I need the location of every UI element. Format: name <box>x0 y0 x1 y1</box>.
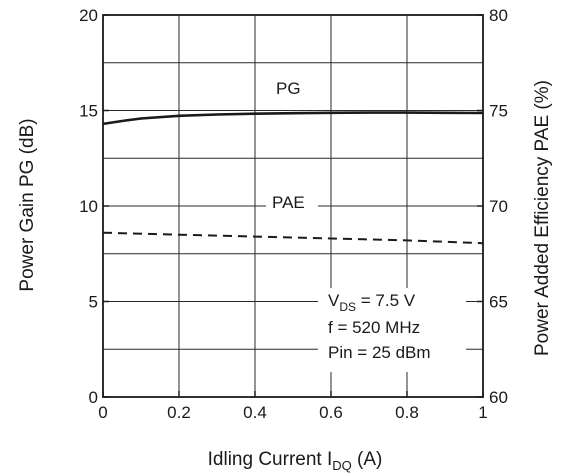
pg-label-background <box>270 76 312 99</box>
condition-vds: VDS = 7.5 V <box>328 291 416 314</box>
x-tick-label: 0.2 <box>167 403 191 422</box>
condition-frequency: f = 520 MHz <box>328 318 420 337</box>
y-right-tick-label: 65 <box>489 293 508 312</box>
x-axis-title-main: Idling Current I <box>208 449 333 470</box>
condition-vds-subscript: DS <box>339 300 356 314</box>
y-right-axis-title: Power Added Efficiency PAE (%) <box>532 80 553 356</box>
x-axis-title: Idling Current IDQ (A) <box>208 449 383 473</box>
x-tick-label: 0.6 <box>319 403 343 422</box>
series-line-pae <box>102 231 484 245</box>
series-line-pg <box>102 111 484 126</box>
x-axis-title-subscript: DQ <box>332 458 352 473</box>
condition-vds-main: V <box>328 291 340 310</box>
condition-vds-value: = 7.5 V <box>356 291 416 310</box>
y-right-tick-label: 60 <box>489 388 508 407</box>
grid-lines <box>103 15 483 397</box>
pg-series-label: PG <box>276 79 301 98</box>
y-left-tick-label: 15 <box>79 102 98 121</box>
pae-series-label: PAE <box>272 193 305 212</box>
y-left-tick-labels: 0 5 10 15 20 <box>79 6 98 407</box>
conditions-box-background <box>318 288 466 372</box>
x-tick-label: 0.8 <box>395 403 419 422</box>
y-left-tick-label: 0 <box>89 388 98 407</box>
y-left-axis-title: Power Gain PG (dB) <box>17 118 38 291</box>
x-tick-label: 0.4 <box>243 403 267 422</box>
series-lines <box>102 111 484 245</box>
pae-label-background <box>266 191 318 214</box>
y-left-tick-label: 10 <box>79 197 98 216</box>
axis-ticks <box>102 14 484 398</box>
y-right-tick-label: 80 <box>489 6 508 25</box>
y-right-tick-label: 70 <box>489 197 508 216</box>
y-right-tick-label: 75 <box>489 102 508 121</box>
x-tick-label: 1 <box>478 403 487 422</box>
y-left-tick-label: 20 <box>79 6 98 25</box>
x-axis-title-unit: (A) <box>352 449 383 470</box>
x-tick-label: 0 <box>98 403 107 422</box>
y-left-tick-label: 5 <box>89 293 98 312</box>
x-tick-labels: 0 0.2 0.4 0.6 0.8 1 <box>98 403 487 422</box>
condition-input-power: Pin = 25 dBm <box>328 343 431 362</box>
y-right-tick-labels: 60 65 70 75 80 <box>489 6 508 407</box>
